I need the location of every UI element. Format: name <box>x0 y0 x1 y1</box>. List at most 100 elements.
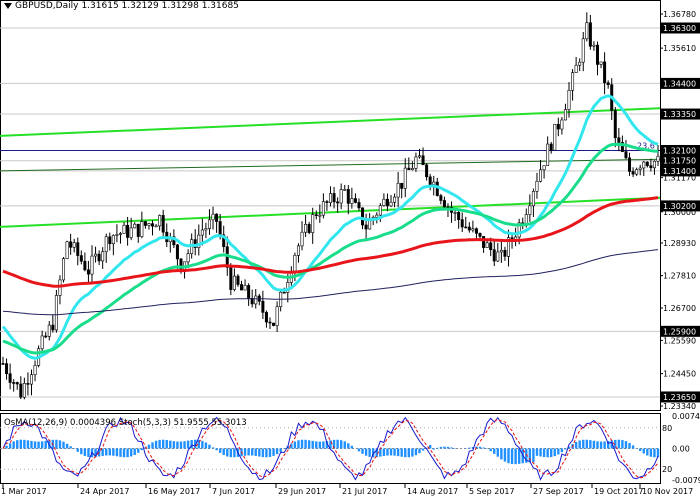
osma-bar <box>357 448 361 452</box>
osma-bar <box>161 439 165 449</box>
candle-body <box>346 189 350 204</box>
indicator-label: OsMA(12,26,9) 0.0004396 Stoch(5,3,3) 51.… <box>4 418 247 428</box>
osma-bar <box>190 440 193 449</box>
osma-bar <box>58 440 62 449</box>
osma-bar <box>254 448 257 456</box>
osma-bar <box>272 448 275 456</box>
candle-body <box>652 160 656 169</box>
osma-bar <box>432 448 435 450</box>
osma-bar <box>69 446 72 449</box>
candle-body <box>620 142 624 152</box>
osma-bar <box>329 440 332 449</box>
osma-bar <box>226 448 229 457</box>
osma-bar <box>218 448 222 453</box>
candle-body <box>581 38 585 63</box>
osma-bar <box>208 444 211 449</box>
candle-body <box>94 253 98 257</box>
price-axis-label: 1.25590 <box>663 336 696 345</box>
osma-bar <box>115 448 119 457</box>
osma-bar <box>567 446 571 449</box>
time-axis-label: 24 Apr 2017 <box>80 487 129 496</box>
osma-bar <box>297 440 300 449</box>
candle-body <box>400 182 404 189</box>
osma-bar <box>614 439 617 449</box>
time-axis-label: 29 Jun 2017 <box>278 487 326 496</box>
osma-bar <box>65 443 69 449</box>
oscillator-level-label: -0.007946 <box>672 476 700 485</box>
osma-bar <box>40 441 44 449</box>
candle-body <box>489 242 493 251</box>
time-axis-label: 10 Nov 2017 <box>642 487 693 496</box>
price-axis-label: 1.23340 <box>663 402 696 411</box>
osma-bar <box>261 448 265 458</box>
time-axis-label: 16 May 2017 <box>148 487 200 496</box>
osma-bar <box>300 439 304 449</box>
candle-body <box>186 253 190 263</box>
candle-body <box>26 383 30 385</box>
candle-body <box>617 137 621 143</box>
candle-body <box>492 249 496 262</box>
candle-body <box>193 239 197 248</box>
candle-body <box>264 312 268 323</box>
osma-bar <box>639 448 642 451</box>
stoch-signal-line <box>2 418 659 479</box>
candle-body <box>129 227 133 238</box>
osma-bar <box>176 441 179 449</box>
candle-body <box>485 242 489 248</box>
candle-body <box>638 167 642 170</box>
osma-bar <box>564 448 567 450</box>
candle-body <box>29 374 33 385</box>
osma-bar <box>418 448 421 454</box>
candle-body <box>33 365 37 376</box>
price-axis-label: 1.24450 <box>663 370 696 379</box>
osma-bar <box>62 441 65 449</box>
candle-body <box>296 245 300 256</box>
candle-body <box>645 161 649 166</box>
osma-bar <box>482 447 485 449</box>
osma-bar <box>631 445 635 449</box>
candle-body <box>574 64 578 73</box>
oscillator-window: 0.00746580 0.00 20-0.007946 <box>0 412 700 485</box>
candle-body <box>62 258 66 281</box>
osma-bar <box>105 448 108 456</box>
candle-body <box>375 214 379 218</box>
osma-bar <box>250 448 254 456</box>
price-axis-label: 1.31170 <box>663 174 696 183</box>
candle-body <box>211 213 215 221</box>
candle-body <box>421 155 425 166</box>
candle-body <box>467 226 471 231</box>
price-axis-label: 1.30000 <box>663 208 696 217</box>
time-axis-label: 1 Mar 2017 <box>1 487 47 496</box>
candle-body <box>642 161 646 169</box>
candle-body <box>197 234 201 248</box>
price-axis-label: 1.35610 <box>663 44 696 53</box>
osma-bar <box>428 445 432 449</box>
candle-body <box>147 223 151 226</box>
osma-bar <box>108 448 111 456</box>
osma-bar <box>23 439 26 449</box>
osma-bar <box>80 448 83 455</box>
osma-bar <box>197 439 200 449</box>
candle-body <box>328 193 332 203</box>
osma-bar <box>557 448 560 455</box>
candle-body <box>599 61 603 65</box>
candle-body <box>528 205 532 215</box>
candle-body <box>111 235 115 245</box>
candle-body <box>15 382 19 385</box>
candle-body <box>357 202 361 209</box>
candle-body <box>311 214 315 233</box>
osma-bar <box>446 446 450 449</box>
osma-bar <box>233 448 236 458</box>
osma-bar <box>112 448 115 456</box>
candle-body <box>531 191 535 207</box>
osma-bar <box>646 448 649 456</box>
osma-bar <box>596 441 599 449</box>
candle-body <box>161 215 165 233</box>
ohlc-values: 1.31615 1.32129 1.31298 1.31685 <box>81 1 239 11</box>
candle-body <box>222 234 226 248</box>
candle-body <box>571 72 575 91</box>
osma-bar <box>535 448 539 456</box>
candle-body <box>254 295 258 305</box>
